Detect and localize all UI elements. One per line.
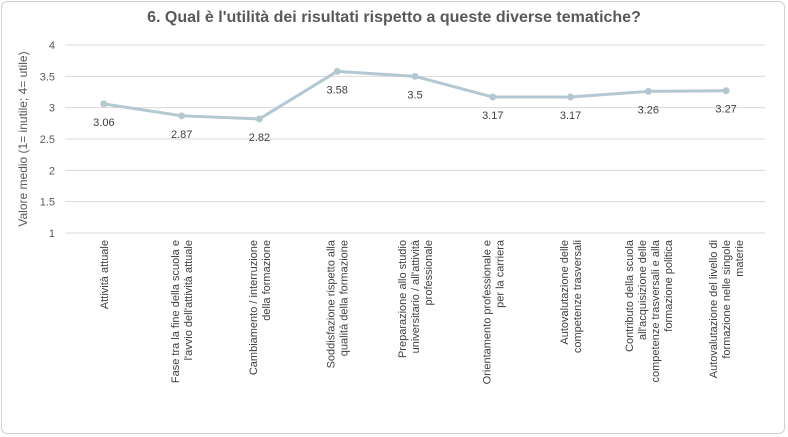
gridlines bbox=[65, 44, 765, 234]
category-label-line: l'avvio dell'attività attuale bbox=[183, 240, 195, 360]
data-label: 2.82 bbox=[249, 132, 270, 144]
data-point bbox=[644, 87, 652, 95]
category-label-line: qualità della formazione bbox=[339, 240, 351, 356]
y-tick-label: 3.5 bbox=[40, 71, 55, 83]
category-label-line: Autovalutazione delle bbox=[559, 240, 571, 345]
category-label-line: materie bbox=[734, 240, 746, 277]
y-tick-label: 1 bbox=[49, 228, 55, 240]
data-point bbox=[489, 93, 497, 101]
category-label: Fase tra la fine della scuola e l'avvio d… bbox=[170, 240, 195, 383]
category-label-line: formazione politica bbox=[663, 239, 675, 332]
category-label-line: Cambiamento / interruzione bbox=[248, 240, 260, 375]
category-label-line: della formazione bbox=[261, 240, 273, 321]
chart-title: 6. Qual è l'utilità dei risultati rispet… bbox=[147, 9, 641, 26]
category-label: Attività attuale bbox=[99, 240, 111, 309]
category-label: Orientamento professionale e per la carri… bbox=[481, 239, 506, 384]
y-axis-ticks: 1 1.5 2 2.5 3 3.5 4 bbox=[40, 40, 55, 240]
category-label: Autovalutazione del livello di formazione… bbox=[708, 240, 746, 378]
data-label: 3.5 bbox=[407, 89, 422, 101]
data-point bbox=[567, 93, 575, 101]
category-label-line: professionale bbox=[423, 240, 435, 305]
data-points bbox=[100, 67, 730, 123]
y-tick-label: 4 bbox=[49, 40, 55, 52]
x-axis-categories: Attività attuale Fase tra la fine della s… bbox=[99, 239, 746, 384]
data-labels: 3.06 2.87 2.82 3.58 3.5 3.17 3.17 3.26 3.27 bbox=[93, 84, 737, 144]
category-label-line: Preparazione allo studio bbox=[397, 240, 409, 358]
data-point bbox=[411, 72, 419, 80]
data-point bbox=[255, 115, 263, 123]
data-label: 3.58 bbox=[327, 84, 348, 96]
category-label-line: formazione nelle singole bbox=[721, 240, 733, 359]
category-label-line: all'acquisizione delle bbox=[637, 240, 649, 340]
data-point bbox=[722, 87, 730, 95]
y-axis-label: Valore medio (1= inutile; 4= utile) bbox=[16, 51, 30, 226]
category-label: Cambiamento / interruzione della formazio… bbox=[248, 240, 273, 375]
y-tick-label: 2 bbox=[49, 165, 55, 177]
category-label-line: Orientamento professionale e bbox=[481, 240, 493, 384]
y-tick-label: 3 bbox=[49, 103, 55, 115]
data-label: 3.26 bbox=[638, 104, 659, 116]
category-label-line: Attività attuale bbox=[99, 240, 111, 309]
category-label-line: Contributo della scuola bbox=[624, 239, 636, 352]
data-label: 3.27 bbox=[715, 104, 736, 116]
category-label-line: Fase tra la fine della scuola e bbox=[170, 240, 182, 383]
y-tick-label: 2.5 bbox=[40, 134, 55, 146]
category-label-line: Soddisfazione rispetto alla bbox=[326, 239, 338, 368]
data-label: 3.06 bbox=[93, 117, 114, 129]
data-point bbox=[100, 100, 108, 108]
category-label-line: competenze trasversali e alla bbox=[650, 239, 662, 382]
data-label: 3.17 bbox=[560, 110, 581, 122]
data-label: 2.87 bbox=[171, 129, 192, 141]
data-label: 3.17 bbox=[482, 110, 503, 122]
category-label-line: Autovalutazione del livello di bbox=[708, 240, 720, 378]
category-label-line: per la carriera bbox=[494, 239, 506, 308]
y-tick-label: 1.5 bbox=[40, 197, 55, 209]
data-point bbox=[333, 67, 341, 75]
category-label: Autovalutazione delle competenze trasvers… bbox=[559, 240, 584, 353]
category-label: Contributo della scuola all'acquisizione … bbox=[624, 239, 675, 382]
category-label: Preparazione allo studio universitario / … bbox=[397, 239, 435, 358]
category-label-line: competenze trasversali bbox=[572, 240, 584, 353]
category-label-line: universitario / all'attività bbox=[410, 239, 422, 353]
data-point bbox=[178, 112, 186, 120]
category-label: Soddisfazione rispetto alla qualità della… bbox=[326, 239, 351, 368]
